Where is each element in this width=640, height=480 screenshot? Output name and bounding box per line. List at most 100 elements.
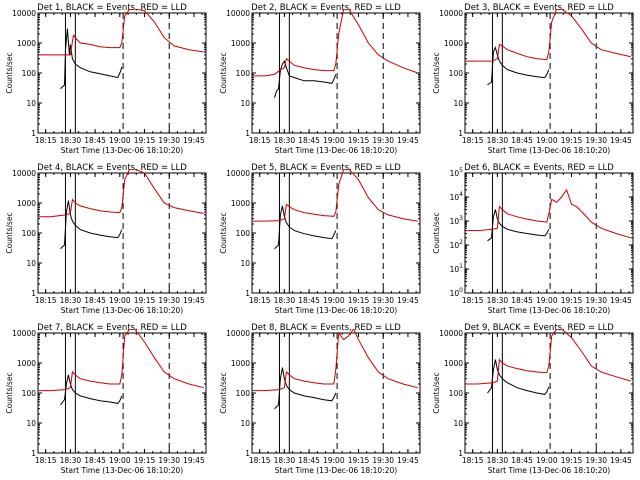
plot-frame: [251, 12, 421, 134]
plot-frame: [37, 12, 207, 134]
x-tick-label: 19:30: [585, 456, 607, 465]
x-axis-label: Start Time (13-Dec-06 18:10:20): [275, 146, 397, 155]
series-line-events: [274, 59, 337, 98]
y-tick-label: 1: [458, 129, 463, 138]
x-tick-label: 18:30: [274, 456, 296, 465]
x-axis-label: Start Time (13-Dec-06 18:10:20): [488, 306, 610, 315]
x-tick-label: 19:30: [372, 296, 394, 305]
x-tick-label: 18:45: [84, 296, 106, 305]
y-tick-label: 10000: [12, 9, 36, 18]
x-tick-label: 19:00: [109, 136, 131, 145]
y-tick-label: 100: [236, 229, 251, 238]
x-tick-label: 19:45: [183, 136, 205, 145]
x-tick-label: 18:30: [487, 136, 509, 145]
y-tick-label: 100: [236, 69, 251, 78]
y-axis-label: Counts/sec: [219, 212, 228, 253]
y-tick-label: 1: [31, 289, 36, 298]
y-tick-label: 10: [240, 99, 250, 108]
x-tick-label: 19:00: [323, 136, 345, 145]
chart-title: Det 3, BLACK = Events, RED = LLD: [464, 3, 614, 13]
y-tick-label: 100: [236, 389, 251, 398]
series-line-lld: [252, 9, 418, 77]
series-line-events: [487, 359, 550, 395]
x-tick-label: 19:15: [561, 296, 583, 305]
y-axis-label: Counts/sec: [432, 212, 441, 253]
y-tick-label: 102: [450, 239, 464, 250]
x-tick-label: 19:15: [134, 136, 156, 145]
chart-panel-1: Det 1, BLACK = Events, RED = LLD 1 10 100 10…: [5, 3, 207, 155]
chart-title: Det 1, BLACK = Events, RED = LLD: [37, 3, 187, 13]
y-axis-label: Counts/sec: [219, 52, 228, 93]
y-tick-label: 1000: [17, 39, 36, 48]
chart-title: Det 9, BLACK = Events, RED = LLD: [464, 323, 614, 333]
series-line-lld: [38, 9, 204, 56]
x-tick-label: 18:30: [60, 296, 82, 305]
y-tick-label: 10: [240, 419, 250, 428]
x-tick-label: 19:00: [536, 456, 558, 465]
y-tick-label: 10: [453, 99, 463, 108]
y-tick-label: 100: [450, 287, 464, 298]
series-line-lld: [465, 329, 631, 385]
x-tick-label: 19:45: [183, 296, 205, 305]
x-tick-label: 18:45: [511, 296, 533, 305]
y-tick-label: 10000: [226, 169, 250, 178]
x-tick-label: 19:15: [348, 296, 370, 305]
x-tick-label: 19:15: [134, 456, 156, 465]
y-tick-label: 10: [453, 419, 463, 428]
y-tick-label: 100: [449, 389, 464, 398]
y-tick-label: 10000: [439, 329, 463, 338]
x-tick-label: 19:30: [158, 456, 180, 465]
x-tick-label: 18:30: [60, 136, 82, 145]
plot-frame: [37, 172, 207, 294]
x-tick-label: 18:45: [298, 136, 320, 145]
plot-frame: [251, 332, 421, 454]
chart-title: Det 8, BLACK = Events, RED = LLD: [251, 323, 401, 333]
chart-title: Det 2, BLACK = Events, RED = LLD: [251, 3, 401, 13]
y-tick-label: 1000: [17, 359, 36, 368]
x-tick-label: 18:15: [35, 136, 57, 145]
chart-title: Det 7, BLACK = Events, RED = LLD: [37, 323, 187, 333]
chart-panel-6: Det 6, BLACK = Events, RED = LLD 100 101 10…: [432, 163, 634, 315]
x-tick-label: 18:45: [511, 136, 533, 145]
x-tick-label: 18:15: [249, 136, 271, 145]
y-tick-label: 100: [22, 229, 37, 238]
y-axis-label: Counts/sec: [219, 372, 228, 413]
x-tick-label: 19:30: [158, 136, 180, 145]
plot-frame: [251, 172, 421, 294]
y-tick-label: 10: [26, 99, 36, 108]
x-axis-label: Start Time (13-Dec-06 18:10:20): [61, 146, 183, 155]
x-tick-label: 19:30: [585, 136, 607, 145]
y-axis-label: Counts/sec: [5, 372, 14, 413]
x-tick-label: 19:00: [536, 136, 558, 145]
series-line-events: [60, 374, 123, 406]
series-line-events: [60, 200, 123, 250]
y-tick-label: 10: [26, 419, 36, 428]
y-tick-label: 1000: [17, 199, 36, 208]
x-tick-label: 19:45: [610, 456, 632, 465]
series-line-events: [274, 367, 337, 410]
x-tick-label: 19:00: [109, 456, 131, 465]
x-tick-label: 18:30: [487, 296, 509, 305]
y-tick-label: 10000: [226, 9, 250, 18]
x-tick-label: 18:15: [249, 456, 271, 465]
y-tick-label: 10000: [12, 169, 36, 178]
plot-frame: [37, 332, 207, 454]
x-tick-label: 19:15: [348, 456, 370, 465]
x-tick-label: 19:00: [323, 296, 345, 305]
y-axis-label: Counts/sec: [432, 52, 441, 93]
y-tick-label: 1: [245, 289, 250, 298]
y-tick-label: 1000: [231, 39, 250, 48]
x-tick-label: 19:15: [561, 136, 583, 145]
x-axis-label: Start Time (13-Dec-06 18:10:20): [275, 466, 397, 475]
plot-frame: [464, 332, 634, 454]
chart-panel-9: Det 9, BLACK = Events, RED = LLD 1 10 100 10…: [432, 323, 634, 475]
y-tick-label: 1: [31, 129, 36, 138]
x-tick-label: 18:30: [274, 296, 296, 305]
x-tick-label: 19:30: [158, 296, 180, 305]
x-tick-label: 18:45: [298, 456, 320, 465]
x-tick-label: 18:45: [298, 296, 320, 305]
x-tick-label: 19:15: [561, 456, 583, 465]
series-line-events: [274, 205, 337, 250]
x-tick-label: 19:30: [585, 296, 607, 305]
